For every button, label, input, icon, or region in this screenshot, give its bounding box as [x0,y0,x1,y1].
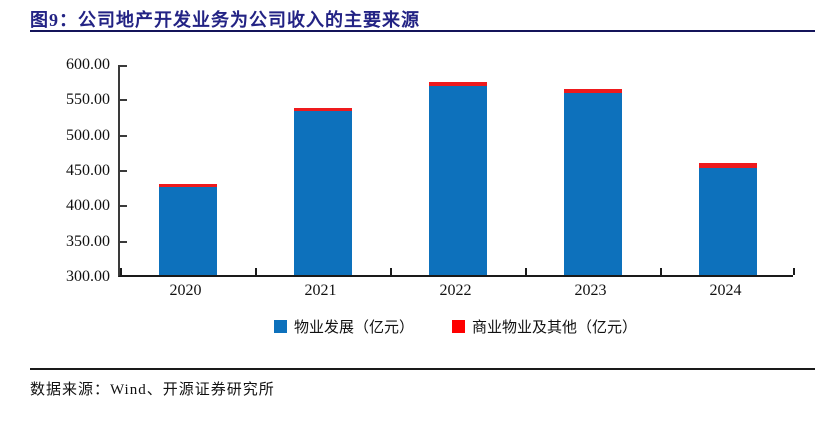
y-axis-tick [120,170,127,172]
x-axis-tick [525,268,527,275]
y-tick-label: 500.00 [66,126,110,144]
plot-area [118,63,795,277]
legend-item-property-development: 物业发展（亿元） [273,316,414,337]
bar-group [660,63,795,275]
bar-segment-commercial-other [158,183,217,187]
x-axis-label: 2022 [439,282,472,299]
bar-segment-property-development [698,167,757,275]
y-axis-tick [120,240,127,243]
x-axis-label: 2020 [169,282,202,299]
x-axis-label: 2024 [709,282,742,299]
y-axis-tick [120,134,127,137]
x-axis-tick [793,268,795,275]
legend-swatch-blue [273,320,287,333]
source-divider [30,368,815,370]
bar-segment-property-development [293,111,352,275]
bar-segment-commercial-other [698,163,757,168]
legend-item-commercial-other: 商业物业及其他（亿元） [452,316,637,337]
y-tick-label: 400.00 [66,197,110,215]
chart-legend: 物业发展（亿元） 商业物业及其他（亿元） [118,316,793,337]
x-axis-label: 2023 [574,282,607,299]
y-tick-label: 450.00 [66,162,110,179]
legend-swatch-red [452,320,465,333]
bar-segment-commercial-other [428,82,487,86]
bar-segment-property-development [158,186,217,275]
y-tick-label: 300.00 [66,268,110,285]
y-tick-label: 600.00 [66,56,110,73]
bar-group [120,63,255,275]
bar-segment-commercial-other [293,107,352,112]
bar-group [390,63,525,275]
title-divider [30,30,815,32]
y-tick-label: 350.00 [66,232,110,250]
legend-label: 商业物业及其他（亿元） [472,320,638,336]
bar-segment-commercial-other [563,89,622,93]
x-axis-tick [120,268,122,275]
bar-group [525,63,660,275]
x-axis-tick [660,268,662,275]
y-axis-tick [120,65,127,67]
y-axis-tick [120,205,127,208]
figure-title: 图9：公司地产开发业务为公司收入的主要来源 [30,10,420,30]
x-axis-label: 2021 [304,282,337,299]
bar-segment-property-development [428,85,487,275]
y-tick-label: 550.00 [66,91,110,109]
y-axis-tick [120,99,127,102]
source-text: 数据来源：Wind、开源证券研究所 [30,382,275,398]
bar-group [255,63,390,275]
x-axis-tick [255,268,257,275]
x-axis-tick [390,268,392,275]
bar-segment-property-development [563,92,622,275]
legend-label: 物业发展（亿元） [293,320,414,336]
